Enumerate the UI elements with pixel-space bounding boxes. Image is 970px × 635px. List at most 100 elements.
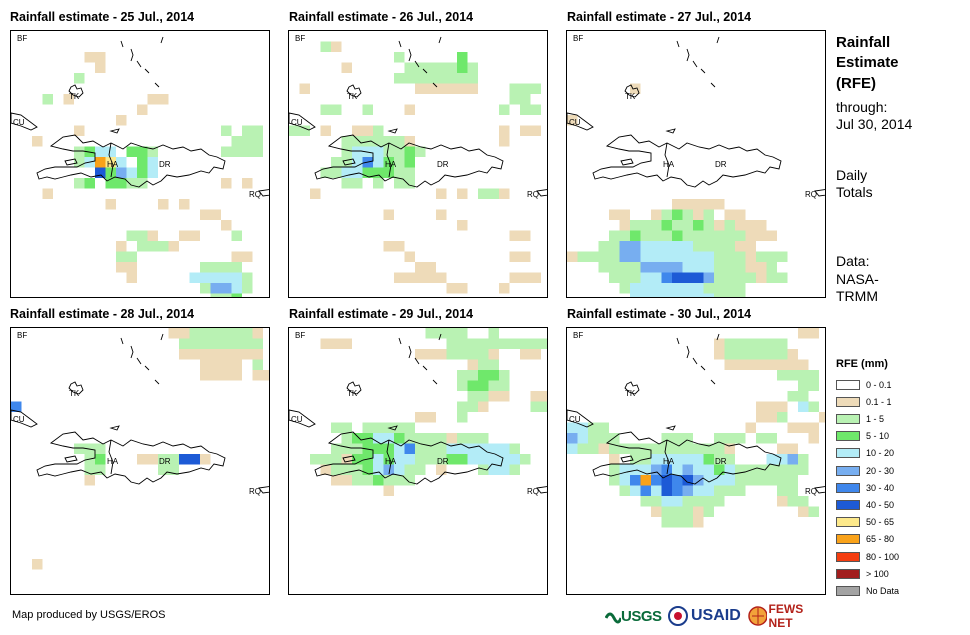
rainfall-cell [242, 136, 253, 147]
rainfall-cell [221, 293, 232, 297]
rainfall-cell [499, 338, 510, 349]
coastline [567, 112, 594, 131]
rainfall-cell [693, 475, 704, 486]
rainfall-cell [231, 146, 242, 157]
rainfall-cell [404, 422, 415, 433]
rainfall-cell [341, 167, 352, 178]
rainfall-cell [499, 136, 510, 147]
legend-item: 80 - 100 [836, 550, 899, 563]
rainfall-cell [509, 83, 520, 94]
rainfall-cell [630, 272, 641, 283]
map-label-ha: HA [107, 457, 119, 466]
rainfall-cell [520, 272, 531, 283]
rainfall-cell [756, 262, 767, 273]
rainfall-cell [745, 230, 756, 241]
map-panel-28-jul[interactable]: BF TK CU HA DR RQ [10, 327, 270, 595]
map-panel-26-jul[interactable]: BF TK CU HA DR RQ [288, 30, 548, 298]
rainfall-cell [530, 83, 541, 94]
rainfall-map-svg [567, 328, 825, 528]
rainfall-cell [404, 454, 415, 465]
rainfall-cell [640, 272, 651, 283]
rainfall-cell [210, 349, 221, 360]
map-panel-25-jul[interactable]: BF TK CU HA DR RQ [10, 30, 270, 298]
rainfall-cell [735, 359, 746, 370]
rainfall-cell [394, 167, 405, 178]
coastline [64, 158, 78, 166]
rainfall-cell [714, 283, 725, 294]
map-panel-30-jul[interactable]: BF TK CU HA DR RQ [566, 327, 826, 595]
rainfall-cell [714, 262, 725, 273]
fewsnet-globe-icon [748, 606, 767, 626]
rainfall-cell [509, 251, 520, 262]
rainfall-cell [263, 370, 269, 381]
coastline [68, 381, 84, 395]
rainfall-cell [661, 475, 672, 486]
rainfall-cell [735, 241, 746, 252]
side-totals: Totals [836, 184, 873, 200]
rainfall-cell [467, 83, 478, 94]
rainfall-cell [373, 167, 384, 178]
rainfall-cell [179, 349, 190, 360]
map-label-rq: RQ [527, 487, 539, 496]
rainfall-cell [457, 62, 468, 73]
rainfall-cell [394, 157, 405, 168]
rainfall-cell [210, 272, 221, 283]
rainfall-cell [777, 359, 788, 370]
rainfall-cell [147, 241, 158, 252]
rainfall-cell [798, 380, 809, 391]
rainfall-cell [84, 52, 95, 63]
side-title-line3: (RFE) [836, 75, 876, 92]
rainfall-cell [630, 293, 641, 297]
rainfall-cell [200, 262, 211, 273]
rainfall-cell [488, 454, 499, 465]
rainfall-cell [415, 272, 426, 283]
map-label-cu: CU [291, 118, 303, 127]
rainfall-cell [693, 293, 704, 297]
map-panel-27-jul[interactable]: BF TK CU HA DR RQ [566, 30, 826, 298]
rainfall-cell [467, 359, 478, 370]
coastline [536, 189, 547, 197]
rainfall-cell [478, 391, 489, 402]
legend-item: 50 - 65 [836, 516, 894, 529]
rainfall-cell [221, 338, 232, 349]
panel-title-3: Rainfall estimate - 27 Jul., 2014 [567, 10, 752, 24]
rainfall-cell [404, 157, 415, 168]
rainfall-cell [640, 262, 651, 273]
rainfall-cell [766, 349, 777, 360]
rainfall-cell [383, 157, 394, 168]
bahamas-islands [676, 36, 720, 88]
rainfall-cell [588, 422, 599, 433]
legend-label: 40 - 50 [866, 499, 895, 510]
rainfall-cell [735, 251, 746, 262]
rainfall-cell [341, 62, 352, 73]
rainfall-cell [126, 272, 137, 283]
rainfall-cell [446, 338, 457, 349]
rainfall-cell [446, 349, 457, 360]
rainfall-cell [457, 454, 468, 465]
rainfall-cell [404, 104, 415, 115]
legend-swatch [836, 431, 860, 442]
rainfall-cell [179, 454, 190, 465]
rainfall-cell [352, 464, 363, 475]
rainfall-cell [84, 178, 95, 189]
usaid-seal-icon [668, 606, 688, 626]
rainfall-cell [467, 62, 478, 73]
rainfall-cell [672, 485, 683, 496]
rainfall-cell [693, 517, 704, 528]
rainfall-cell [672, 475, 683, 486]
rainfall-cell [661, 241, 672, 252]
coastline [387, 425, 398, 431]
haiti-dr-border [108, 439, 114, 475]
rainfall-cell [714, 475, 725, 486]
rainfall-cell [693, 464, 704, 475]
rainfall-cell [415, 62, 426, 73]
rainfall-cell [672, 464, 683, 475]
rainfall-cell [179, 328, 190, 339]
rainfall-cell [509, 464, 520, 475]
rainfall-cell [619, 485, 630, 496]
map-label-rq: RQ [249, 190, 261, 199]
map-panel-29-jul[interactable]: BF TK CU HA DR RQ [288, 327, 548, 595]
rainfall-cell [467, 73, 478, 84]
map-label-tk: TK [625, 92, 636, 101]
rainfall-cell [221, 220, 232, 231]
